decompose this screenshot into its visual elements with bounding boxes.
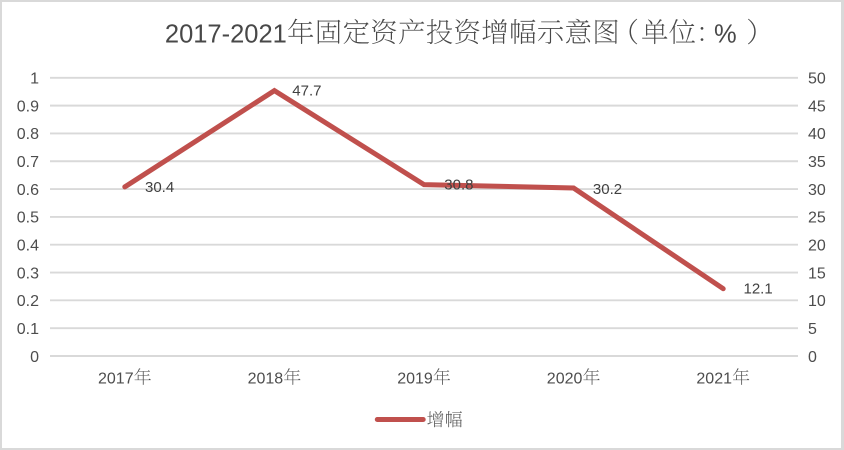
- svg-text:30.8: 30.8: [444, 177, 473, 194]
- svg-text:1: 1: [30, 71, 39, 88]
- svg-text:2017: 2017: [98, 371, 134, 388]
- svg-text:0: 0: [808, 349, 817, 366]
- svg-text:%: %: [714, 20, 737, 48]
- svg-text:20: 20: [808, 238, 826, 255]
- svg-text:45: 45: [808, 98, 826, 115]
- svg-text:0.9: 0.9: [17, 98, 39, 115]
- svg-text:2019: 2019: [397, 371, 433, 388]
- svg-text:35: 35: [808, 154, 826, 171]
- svg-text:47.7: 47.7: [292, 82, 321, 99]
- svg-text:0.4: 0.4: [17, 238, 39, 255]
- svg-text:5: 5: [808, 321, 817, 338]
- svg-text:0.8: 0.8: [17, 126, 39, 143]
- svg-text:0: 0: [30, 349, 39, 366]
- svg-text:40: 40: [808, 126, 826, 143]
- svg-text:50: 50: [808, 71, 826, 88]
- svg-text:0.1: 0.1: [17, 321, 39, 338]
- svg-text:0.6: 0.6: [17, 182, 39, 199]
- svg-text:0.7: 0.7: [17, 154, 39, 171]
- svg-text:2020: 2020: [547, 371, 583, 388]
- svg-text:2021: 2021: [696, 371, 732, 388]
- svg-text:12.1: 12.1: [744, 281, 773, 298]
- svg-text:2018: 2018: [248, 371, 284, 388]
- svg-text:2017-2021: 2017-2021: [165, 20, 287, 48]
- svg-text:30: 30: [808, 182, 826, 199]
- svg-text:25: 25: [808, 210, 826, 227]
- svg-text:0.2: 0.2: [17, 293, 39, 310]
- svg-text:15: 15: [808, 265, 826, 282]
- svg-text:10: 10: [808, 293, 826, 310]
- svg-text:0.3: 0.3: [17, 265, 39, 282]
- svg-text:30.2: 30.2: [593, 181, 622, 198]
- svg-text:0.5: 0.5: [17, 210, 39, 227]
- svg-text:30.4: 30.4: [145, 179, 174, 196]
